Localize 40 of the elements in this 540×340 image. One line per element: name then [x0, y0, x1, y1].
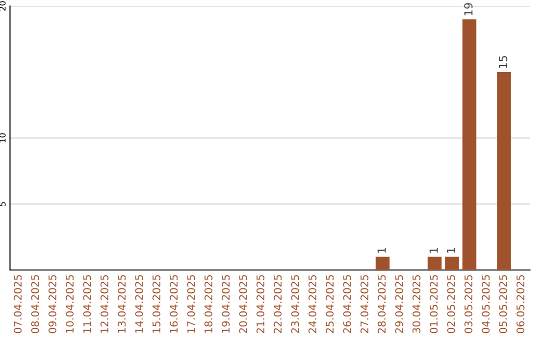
x-tick-label: 28.04.2025	[378, 275, 386, 334]
x-tick-label: 22.04.2025	[274, 275, 282, 334]
x-tick-label: 03.05.2025	[464, 275, 472, 334]
bar	[428, 256, 442, 270]
data-label: 1	[430, 248, 438, 253]
x-tick-label: 09.04.2025	[48, 275, 56, 334]
x-tick-label: 04.05.2025	[482, 275, 490, 334]
data-label: 19	[464, 3, 473, 16]
x-tick-label: 23.04.2025	[291, 275, 300, 334]
bar	[497, 72, 511, 270]
x-tick-label: 26.04.2025	[343, 275, 352, 334]
x-tick-label: 24.04.2025	[308, 275, 316, 334]
x-tick-label: 14.04.2025	[135, 275, 144, 333]
x-tick-label: 20.04.2025	[239, 275, 248, 334]
x-tick-label: 30.04.2025	[412, 275, 420, 334]
x-tick-label: 11.04.2025	[83, 275, 92, 333]
x-tick-label: 15.04.2025	[152, 275, 160, 333]
bar	[462, 19, 476, 270]
x-tick-label: 07.04.2025	[14, 275, 22, 334]
x-tick-label: 08.04.2025	[31, 275, 40, 334]
x-tick-label: 05.05.2025	[499, 275, 508, 334]
x-tick-label: 02.05.2025	[447, 275, 456, 334]
x-tick-label: 10.04.2025	[66, 275, 74, 333]
data-label: 1	[446, 248, 456, 253]
x-tick-label: 25.04.2025	[326, 275, 334, 334]
x-tick-label: 21.04.2025	[256, 275, 264, 334]
x-tick-label: 27.04.2025	[360, 275, 368, 334]
bar	[445, 256, 459, 270]
x-tick-label: 13.04.2025	[118, 275, 126, 333]
x-tick-label: 19.04.2025	[222, 275, 230, 333]
x-tick-label: 29.04.2025	[395, 275, 404, 334]
bar	[376, 256, 390, 270]
x-tick-label: 06.05.2025	[516, 275, 524, 334]
x-tick-label: 18.04.2025	[204, 275, 212, 333]
data-label: 15	[498, 56, 508, 68]
x-tick-label: 12.04.2025	[100, 275, 108, 333]
x-tick-label: 01.05.2025	[430, 275, 438, 334]
x-tick-label: 17.04.2025	[187, 275, 196, 333]
data-label: 1	[378, 248, 386, 253]
x-tick-label: 16.04.2025	[170, 275, 178, 333]
